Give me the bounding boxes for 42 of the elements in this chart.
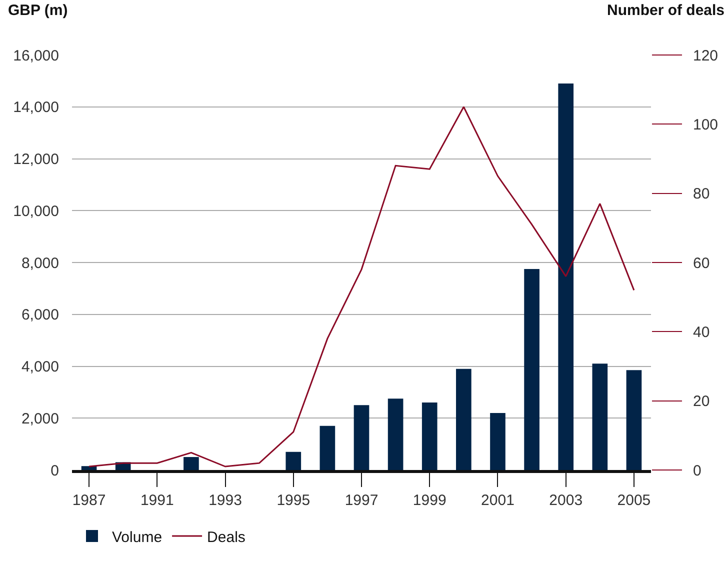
x-tick-label: 1991 (140, 492, 174, 509)
bar (286, 452, 302, 470)
bar (490, 412, 506, 470)
y2-tick-label: 20 (693, 393, 710, 410)
bar (456, 368, 472, 470)
y-tick-label: 4,000 (21, 358, 59, 376)
y-tick-label: 8,000 (21, 254, 59, 272)
x-tick-label: 1987 (72, 492, 106, 509)
bar (626, 370, 642, 470)
y2-axis-title: Number of deals (607, 2, 725, 19)
y2-tick-label: 60 (693, 254, 710, 272)
y-tick-label: 12,000 (13, 151, 59, 168)
y2-tick-label: 120 (693, 47, 718, 64)
line-series (88, 106, 635, 468)
y-tick-label: 14,000 (13, 99, 59, 116)
bar (320, 426, 336, 470)
y2-tick-label: 80 (693, 186, 710, 203)
y2-tick-label: 40 (693, 324, 710, 341)
legend-label: Volume (112, 528, 162, 546)
legend-label: Deals (207, 528, 246, 546)
x-tick-label: 2001 (481, 492, 514, 509)
bar (558, 84, 574, 470)
x-tick-label: 1993 (208, 492, 242, 509)
x-tick-label: 2003 (549, 492, 583, 509)
y-tick-label: 10,000 (13, 202, 59, 220)
y-axis-title: GBP (m) (8, 2, 68, 19)
x-tick-label: 1995 (276, 492, 310, 509)
y-tick-label: 2,000 (21, 410, 59, 428)
x-tick-label: 1997 (344, 492, 378, 509)
y2-tick-label: 0 (693, 462, 702, 480)
bar (388, 398, 404, 470)
bar (354, 405, 370, 470)
y-tick-label: 0 (50, 462, 59, 480)
bar (592, 364, 608, 470)
bar (422, 402, 438, 470)
x-tick-label: 1999 (412, 492, 446, 509)
y-tick-label: 16,000 (13, 47, 59, 64)
x-tick-label: 2005 (617, 492, 651, 509)
y-tick-label: 6,000 (21, 306, 59, 324)
bar (184, 457, 199, 470)
bar (524, 268, 540, 470)
y2-tick-label: 100 (693, 116, 718, 134)
